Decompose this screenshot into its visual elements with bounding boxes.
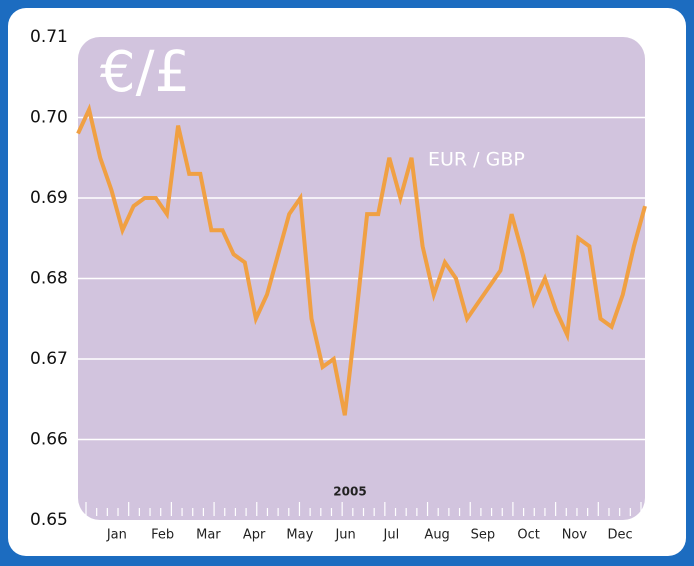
y-tick-label: 0.65 (30, 510, 68, 530)
y-tick-label: 0.67 (30, 349, 68, 369)
y-tick-label: 0.66 (30, 430, 68, 450)
x-tick-label: Jun (334, 528, 355, 543)
x-tick-label: Nov (562, 528, 588, 543)
x-tick-label: May (286, 528, 313, 543)
x-tick-label: Jul (383, 528, 400, 543)
y-tick-label: 0.71 (30, 27, 68, 47)
line (76, 103, 647, 416)
x-tick-label: Mar (196, 528, 221, 543)
x-tick-label: Apr (243, 528, 266, 543)
y-tick-label: 0.69 (30, 188, 68, 208)
x-tick-label: Feb (151, 528, 174, 543)
x-axis-label: 2005 (333, 485, 366, 499)
x-tick-label: Aug (424, 528, 449, 543)
x-tick-label: Sep (471, 528, 496, 543)
x-tick-label: Dec (608, 528, 633, 543)
y-tick-label: 0.68 (30, 269, 68, 289)
x-tick-label: Jan (106, 528, 127, 543)
chart-title: €/£ (100, 40, 190, 105)
series-label: EUR / GBP (428, 149, 525, 171)
x-tick-label: Oct (517, 528, 539, 543)
y-tick-label: 0.70 (30, 108, 68, 128)
